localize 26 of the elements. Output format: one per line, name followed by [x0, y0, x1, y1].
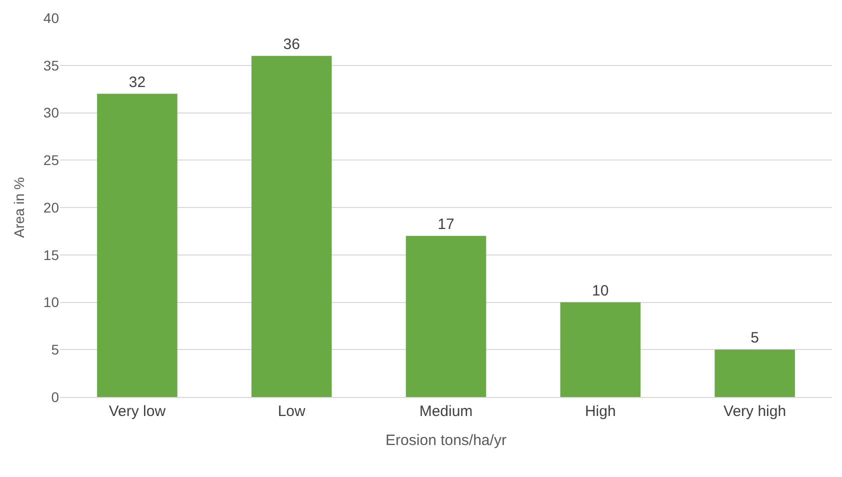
bar: [97, 94, 178, 397]
x-tick-label: Low: [278, 403, 306, 420]
y-axis-title: Area in %: [11, 177, 28, 238]
y-tick-label: 0: [51, 388, 60, 405]
x-tick-label: Very high: [724, 403, 786, 420]
x-tick-label: High: [584, 403, 616, 420]
y-tick-label: 40: [43, 10, 60, 26]
bar: [714, 350, 795, 397]
y-tick-label: 25: [43, 152, 60, 168]
data-label: 36: [283, 36, 300, 53]
y-tick-label: 20: [43, 199, 60, 216]
data-label: 5: [750, 330, 759, 347]
data-label: 17: [438, 216, 454, 233]
bar: [406, 236, 486, 397]
y-tick-label: 30: [43, 104, 60, 121]
y-tick-label: 35: [43, 57, 60, 74]
bar: [251, 56, 332, 397]
y-tick-label: 15: [43, 246, 60, 263]
data-label: 10: [592, 282, 609, 300]
data-label: 32: [128, 74, 146, 91]
y-tick-label: 5: [51, 342, 60, 358]
bar: [560, 302, 641, 397]
x-axis-title: Erosion tons/ha/yr: [386, 432, 506, 449]
x-tick-label: Medium: [419, 403, 473, 420]
x-tick-label: Very low: [108, 403, 166, 420]
y-tick-label: 10: [43, 294, 60, 310]
